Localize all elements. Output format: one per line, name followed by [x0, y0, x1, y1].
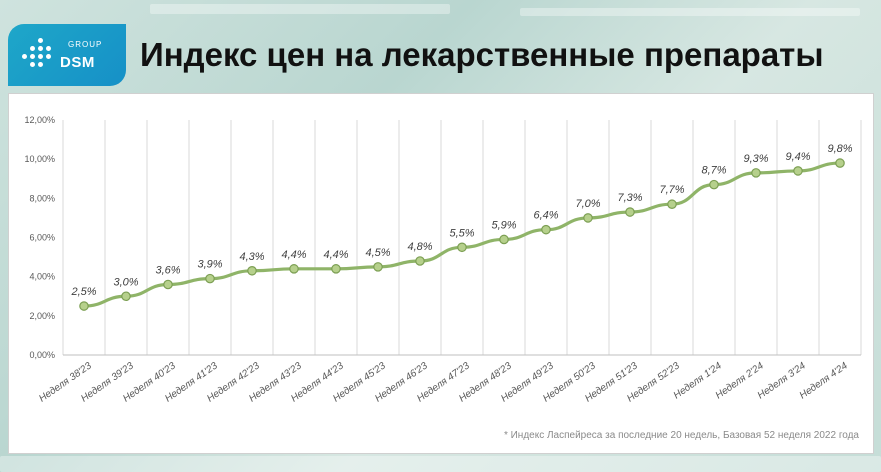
data-label: 9,8% [827, 143, 852, 155]
data-point [457, 242, 467, 253]
data-label: 6,4% [533, 210, 558, 222]
data-label: 4,4% [281, 249, 306, 261]
data-point [667, 199, 677, 210]
background-decoration [520, 8, 860, 16]
data-point [499, 234, 509, 245]
data-point [331, 264, 341, 274]
data-label: 4,4% [323, 249, 348, 261]
background-decoration [150, 4, 450, 14]
y-tick-label: 10,00% [24, 154, 55, 164]
data-label: 5,9% [491, 219, 516, 231]
data-point [163, 279, 173, 290]
data-label: 3,9% [197, 259, 222, 271]
dsm-logo: GROUP DSM [8, 24, 126, 86]
data-point [751, 168, 761, 178]
logo-group-text: GROUP [68, 40, 103, 49]
y-tick-label: 2,00% [29, 311, 55, 321]
data-point [583, 213, 593, 223]
data-label: 7,7% [659, 184, 684, 196]
data-label: 3,6% [155, 265, 180, 277]
footnote: * Индекс Ласпейреса за последние 20 неде… [503, 430, 859, 441]
data-point [373, 262, 383, 272]
y-tick-label: 4,00% [29, 272, 55, 282]
y-tick-label: 6,00% [29, 233, 55, 243]
data-label: 7,0% [575, 198, 600, 210]
data-label: 4,8% [407, 241, 432, 253]
background-decoration [0, 456, 881, 472]
data-point [541, 224, 551, 235]
data-point [793, 166, 803, 176]
data-label: 2,5% [70, 286, 96, 298]
data-label: 4,3% [239, 251, 264, 263]
data-point [289, 264, 299, 274]
data-label: 4,5% [365, 247, 390, 259]
y-tick-label: 12,00% [24, 115, 55, 125]
data-point [835, 158, 845, 168]
y-tick-label: 0,00% [29, 350, 55, 360]
data-point [247, 265, 257, 276]
logo-dots-icon [22, 38, 62, 72]
data-point [625, 207, 635, 217]
logo-text: DSM [60, 54, 95, 71]
data-point [709, 179, 719, 190]
data-label: 5,5% [449, 227, 474, 239]
x-tick-label: Неделя 4'24 [798, 360, 850, 401]
data-label: 9,4% [785, 151, 810, 163]
data-point [79, 301, 89, 311]
data-point [415, 256, 425, 266]
y-tick-label: 8,00% [29, 193, 55, 203]
data-label: 8,7% [701, 165, 726, 177]
data-label: 9,3% [743, 153, 768, 165]
price-index-chart: 0,00% 2,00% 4,00% 6,00% 8,00% 10,00% 12,00% 2,5… [24, 115, 862, 405]
chart-panel: 0,00% 2,00% 4,00% 6,00% 8,00% 10,00% 12,00% 2,5… [8, 93, 874, 454]
data-label: 3,0% [113, 276, 138, 288]
data-label: 7,3% [617, 192, 642, 204]
page-title: Индекс цен на лекарственные препараты [140, 36, 824, 73]
data-point [205, 273, 215, 284]
data-point [121, 291, 131, 302]
